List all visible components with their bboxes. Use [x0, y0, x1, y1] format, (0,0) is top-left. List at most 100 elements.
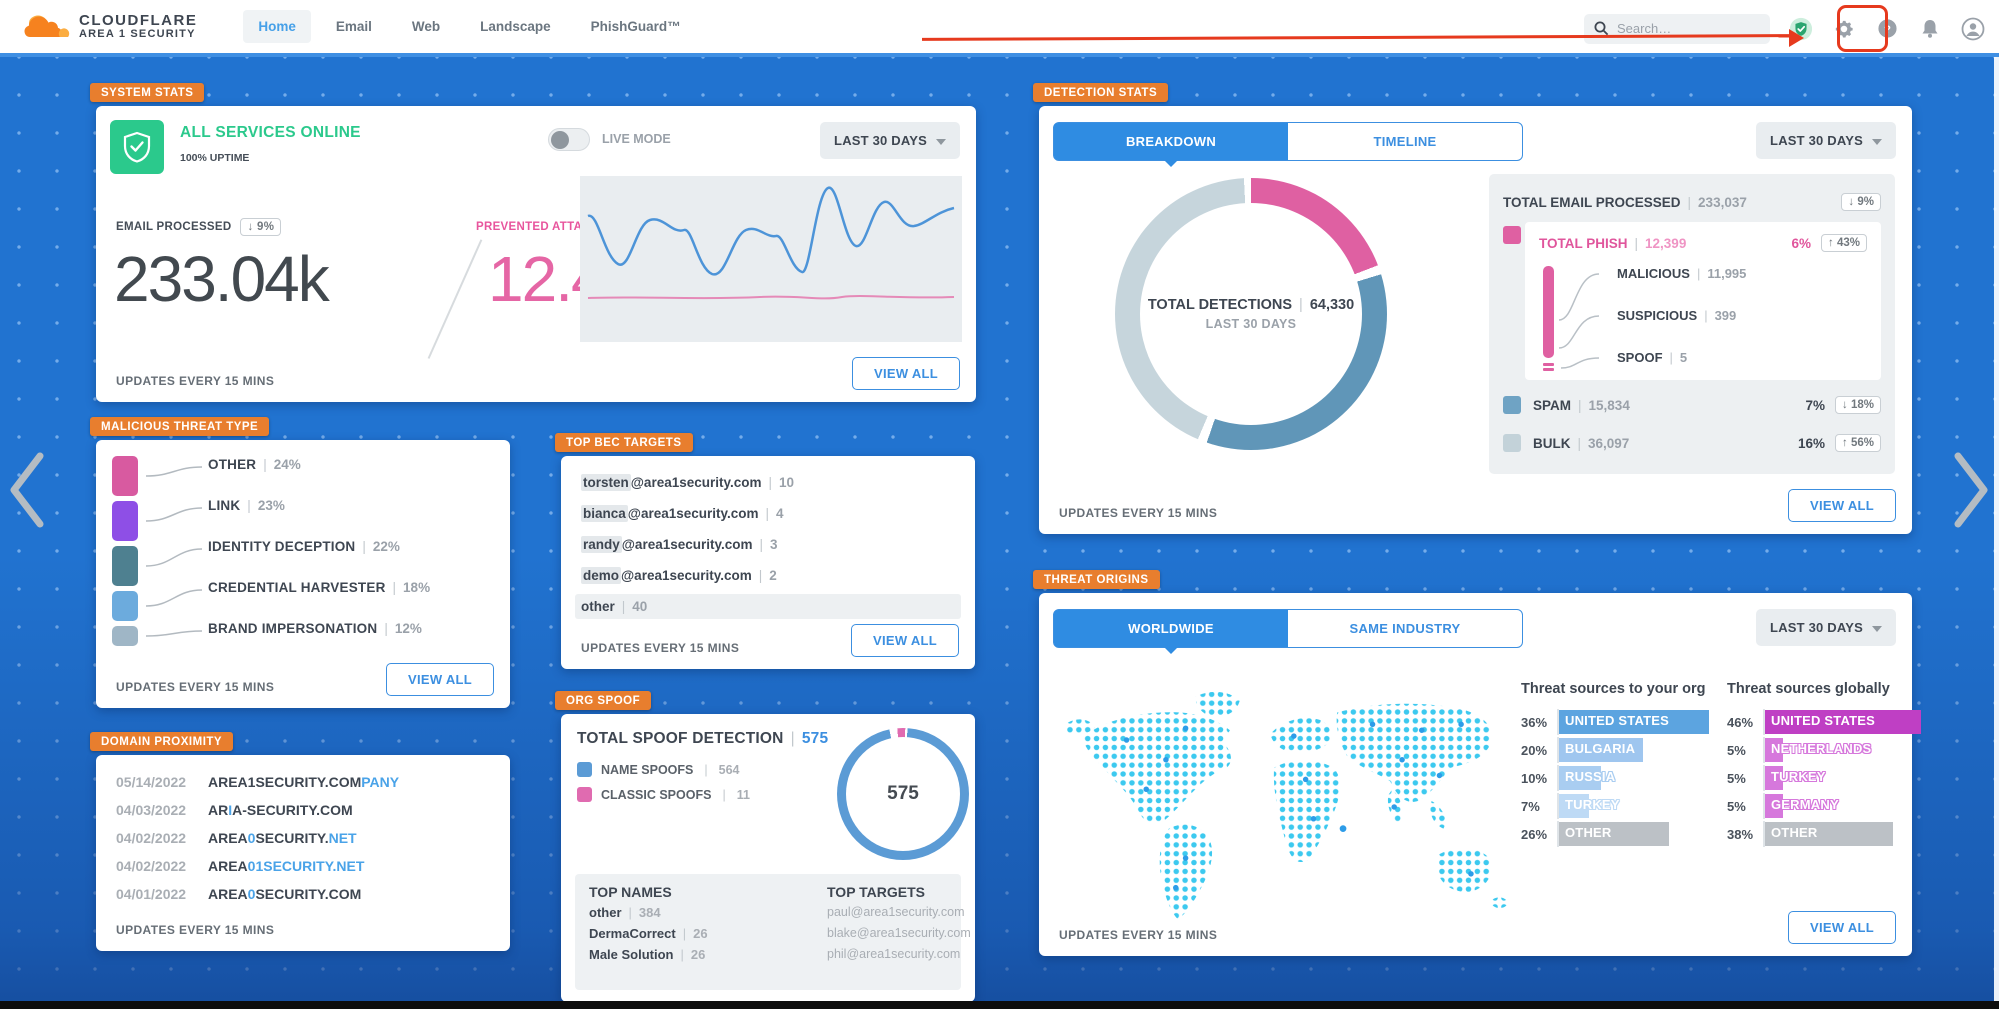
domain-row[interactable]: 04/02/2022 AREA 0 SECURITY. NET: [116, 827, 494, 848]
bec-target-row[interactable]: bianca @area1security.com | 4: [581, 505, 784, 522]
origin-bar: [1765, 738, 1783, 762]
bec-target-row[interactable]: torsten @area1security.com | 10: [581, 474, 795, 491]
view-all-button[interactable]: VIEW ALL: [1787, 489, 1896, 522]
system-stats-range-dropdown[interactable]: LAST 30 DAYS: [820, 122, 960, 159]
malicious-threat-type-card: MALICIOUS THREAT TYPE OTHER | 24% LINK | 23% I…: [90, 417, 510, 708]
view-all-button[interactable]: VIEW ALL: [1787, 911, 1896, 944]
threat-type-name: BRAND IMPERSONATION: [208, 621, 378, 636]
settings-gear-icon[interactable]: [1832, 17, 1856, 41]
domain-date: 05/14/2022: [116, 773, 187, 790]
threat-type-color-block: [112, 456, 138, 496]
domain-segment: PANY: [361, 773, 400, 790]
origin-country-label: OTHER: [1565, 825, 1612, 840]
pink-attacks-line: [587, 295, 955, 300]
updates-caption: UPDATES EVERY 15 MINS: [1059, 506, 1218, 520]
origin-bar-track: TURKEY: [1763, 765, 1909, 791]
cloudflare-logo[interactable]: CLOUDFLARE AREA 1 SECURITY: [24, 12, 197, 42]
threat-type-name: OTHER: [208, 457, 257, 472]
threat-type-percent: 18%: [403, 580, 431, 595]
spoof-title-text: TOTAL SPOOF DETECTION: [577, 730, 784, 747]
user-account-icon[interactable]: [1961, 17, 1985, 41]
bec-target-row[interactable]: randy @area1security.com | 3: [581, 536, 778, 553]
origin-country-label: UNITED STATES: [1565, 713, 1669, 728]
threat-type-color-block: [112, 626, 138, 646]
prevented-attacks-label: PREVENTED ATTACKS: [476, 221, 608, 233]
live-mode-toggle[interactable]: [548, 128, 590, 151]
nav-item-phishguard[interactable]: PhishGuard™: [590, 19, 681, 34]
spam-percent: 7%: [1805, 397, 1826, 413]
top-name-count: 26: [690, 947, 706, 962]
origin-bar-row: 7% TURKEY: [1521, 793, 1721, 819]
domain-segment: 0: [247, 885, 256, 902]
spam-value: 15,834: [1588, 397, 1630, 413]
suspicious-row: SUSPICIOUS | 399: [1617, 308, 1737, 323]
origin-bar-row: 46% UNITED STATES: [1727, 709, 1921, 735]
domain-list: 05/14/2022 AREA1SECURITY.COM PANY 04/03/202…: [116, 771, 494, 904]
top-targets-header: TOP TARGETS: [827, 884, 926, 900]
nav-item-web[interactable]: Web: [411, 19, 441, 34]
updates-caption: UPDATES EVERY 15 MINS: [116, 923, 275, 937]
domain-row[interactable]: 05/14/2022 AREA1SECURITY.COM PANY: [116, 771, 494, 792]
tab-timeline[interactable]: TIMELINE: [1373, 134, 1437, 149]
threat-type-color-block: [112, 591, 138, 621]
phish-connector-lines: [1558, 273, 1600, 369]
search-input[interactable]: [1617, 21, 1757, 36]
total-email-processed-row: TOTAL EMAIL PROCESSED | 233,037 ↓ 9%: [1503, 188, 1881, 216]
view-all-button[interactable]: VIEW ALL: [385, 663, 494, 696]
origin-bar-track: OTHER: [1557, 821, 1721, 847]
view-all-button[interactable]: VIEW ALL: [851, 357, 960, 390]
view-all-button[interactable]: VIEW ALL: [850, 624, 959, 657]
bec-target-count: 2: [769, 568, 777, 583]
notifications-bell-icon[interactable]: [1918, 17, 1942, 41]
top-name-count: 384: [638, 905, 661, 920]
origin-bar-track: BULGARIA: [1557, 737, 1721, 763]
donut-center: TOTAL DETECTIONS | 64,330 LAST 30 DAYS: [1140, 203, 1362, 425]
threat-origins-range-dropdown[interactable]: LAST 30 DAYS: [1756, 609, 1896, 646]
spam-trend-badge: ↓ 18%: [1835, 396, 1881, 414]
top-name: other: [589, 905, 622, 920]
total-phish-percent: 6%: [1791, 235, 1812, 251]
nav-item-home[interactable]: Home: [243, 10, 311, 43]
nav-item-landscape[interactable]: Landscape: [480, 19, 551, 34]
logo-text: CLOUDFLARE AREA 1 SECURITY: [79, 13, 197, 40]
origin-bar: [1559, 794, 1589, 818]
domain-row[interactable]: 04/01/2022 AREA 0 SECURITY.COM: [116, 883, 494, 904]
search-box[interactable]: [1584, 13, 1770, 44]
top-name-count: 26: [693, 926, 708, 941]
nav-item-email[interactable]: Email: [335, 19, 372, 34]
bulk-value: 36,097: [1588, 435, 1630, 451]
bec-other-row[interactable]: other | 40: [575, 594, 961, 619]
carousel-prev-chevron-icon[interactable]: [6, 450, 48, 535]
domain-row[interactable]: 04/03/2022 AR I A-SECURITY.COM: [116, 799, 494, 820]
domain-row[interactable]: 04/02/2022 AREA 01SECURITY.NET: [116, 855, 494, 876]
carousel-next-chevron-icon[interactable]: [1950, 450, 1992, 535]
domain-segment: SECURITY.: [255, 829, 329, 846]
origin-percent: 5%: [1727, 770, 1746, 786]
email-processed-label-row: EMAIL PROCESSED ↓ 9%: [116, 218, 282, 236]
bulk-label: BULK: [1533, 435, 1571, 451]
total-spoof-detection-title: TOTAL SPOOF DETECTION | 575: [577, 730, 829, 747]
range-value: LAST 30 DAYS: [1770, 133, 1863, 148]
phish-vertical-bar: [1543, 266, 1554, 358]
bec-target-user: randy: [581, 536, 622, 553]
spoof-legend-count: 11: [736, 787, 750, 802]
origin-bar-row: 5% TURKEY: [1727, 765, 1909, 791]
threat-type-label: OTHER | 24%: [208, 457, 301, 472]
updates-caption: UPDATES EVERY 15 MINS: [116, 374, 275, 388]
top-targets-column: TOP TARGETS paul@area1security.com blake@…: [827, 884, 971, 968]
origin-country-label: BULGARIA: [1565, 741, 1636, 756]
detection-breakdown-panel: TOTAL EMAIL PROCESSED | 233,037 ↓ 9% TOT…: [1489, 174, 1895, 474]
detection-stats-range-dropdown[interactable]: LAST 30 DAYS: [1756, 122, 1896, 159]
tab-same-industry[interactable]: SAME INDUSTRY: [1349, 621, 1461, 636]
total-phish-row: TOTAL PHISH | 12,399 6% ↑ 43%: [1539, 234, 1867, 252]
tab-worldwide[interactable]: WORLDWIDE: [1054, 610, 1288, 654]
bottom-letterbox-bar: [0, 1001, 1999, 1009]
diagonal-divider: [427, 239, 482, 359]
tab-breakdown[interactable]: BREAKDOWN: [1054, 123, 1288, 167]
total-email-label: TOTAL EMAIL PROCESSED: [1503, 194, 1681, 210]
bec-target-row[interactable]: demo @area1security.com | 2: [581, 567, 777, 584]
origin-bar-track: UNITED STATES: [1763, 709, 1921, 735]
live-mode-label: LIVE MODE: [602, 132, 671, 146]
origin-bar: [1559, 822, 1669, 846]
phish-bar-tick: [1543, 363, 1554, 366]
